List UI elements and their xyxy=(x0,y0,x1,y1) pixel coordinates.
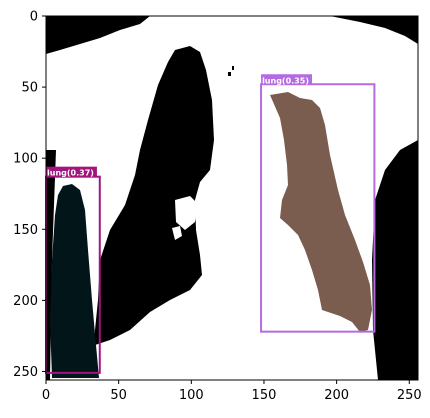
x-tick-150: 150 xyxy=(252,380,277,403)
right-black-region xyxy=(372,140,418,380)
y-tick-200: 200 xyxy=(13,294,46,309)
y-tick-label-250: 250 xyxy=(13,365,38,380)
detection-box-2 xyxy=(260,83,376,333)
central-black-region xyxy=(95,46,214,345)
y-tick-label-0: 0 xyxy=(30,10,38,25)
lung-mask-1 xyxy=(50,184,99,378)
y-tick-label-50: 50 xyxy=(21,81,38,96)
x-tick-label-250: 250 xyxy=(397,388,422,403)
detection-label-2: lung(0.35) xyxy=(262,76,309,85)
image-panel xyxy=(46,16,418,380)
x-axis: 0 50 100 150 200 250 xyxy=(42,380,422,403)
y-tick-label-100: 100 xyxy=(13,152,38,167)
y-axis: 0 50 100 150 200 250 xyxy=(13,10,46,380)
y-tick-50: 50 xyxy=(21,81,46,96)
x-tick-0: 0 xyxy=(42,380,50,403)
lung-mask-2 xyxy=(270,92,372,332)
axes-frame xyxy=(45,15,419,381)
x-tick-label-150: 150 xyxy=(252,388,277,403)
detection-2: lung(0.35) xyxy=(260,74,376,333)
detection-label-1: lung(0.37) xyxy=(47,169,94,178)
top-speck-1 xyxy=(228,72,231,76)
y-tick-150: 150 xyxy=(13,223,46,238)
x-tick-100: 100 xyxy=(179,380,204,403)
central-hole-1 xyxy=(175,196,198,230)
x-tick-label-200: 200 xyxy=(324,388,349,403)
detection-label-bg-1 xyxy=(46,166,97,177)
top-speck-2 xyxy=(232,66,234,70)
x-tick-label-0: 0 xyxy=(42,388,50,403)
y-tick-0: 0 xyxy=(30,10,46,25)
y-tick-100: 100 xyxy=(13,152,46,167)
detection-label-bg-2 xyxy=(261,74,312,85)
x-tick-label-50: 50 xyxy=(110,388,127,403)
x-tick-250: 250 xyxy=(397,380,422,403)
top-right-black-region xyxy=(330,16,418,44)
y-tick-label-200: 200 xyxy=(13,294,38,309)
central-hole-2 xyxy=(172,226,182,240)
x-tick-200: 200 xyxy=(324,380,349,403)
x-tick-label-100: 100 xyxy=(179,388,204,403)
y-tick-250: 250 xyxy=(13,365,46,380)
x-tick-50: 50 xyxy=(110,380,127,403)
left-black-region xyxy=(46,150,56,380)
y-tick-label-150: 150 xyxy=(13,223,38,238)
top-left-black-region xyxy=(46,16,150,54)
